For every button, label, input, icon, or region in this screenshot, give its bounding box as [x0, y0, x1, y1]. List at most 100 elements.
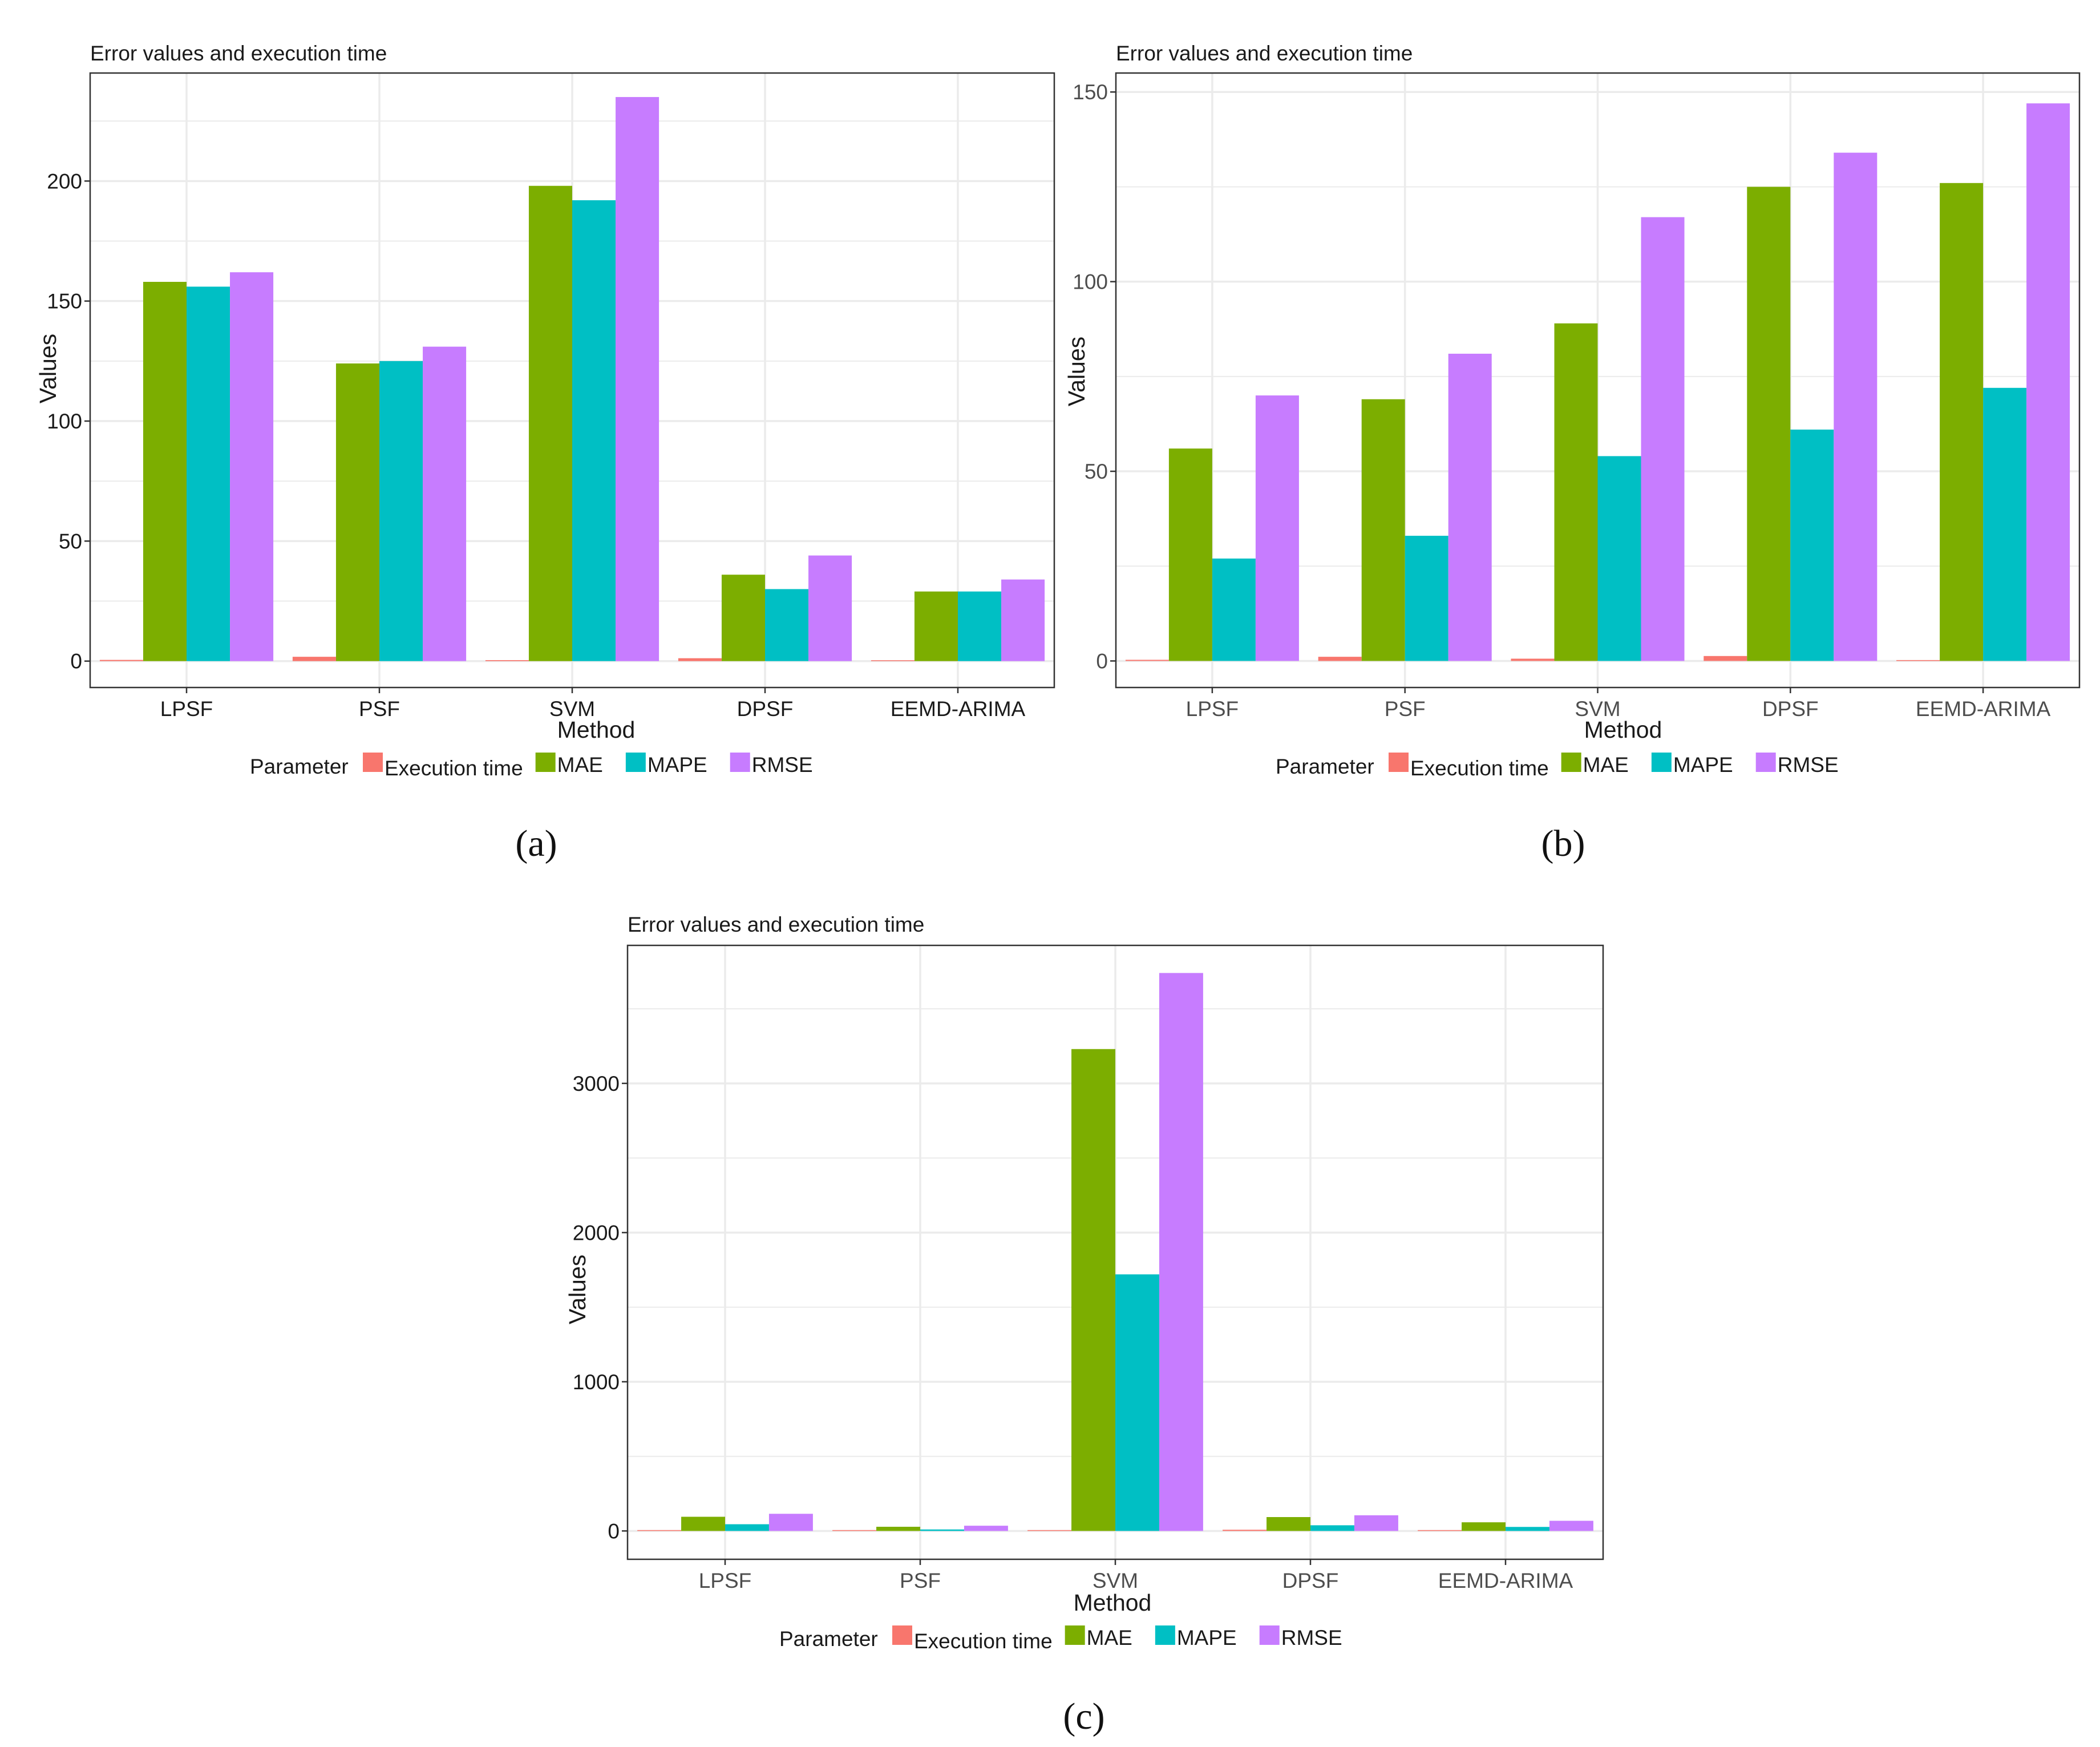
legend-label-execution-time: Execution time: [914, 1629, 1053, 1653]
y-tick-label: 100: [1073, 270, 1108, 294]
bar-execution-time-svm: [1027, 1530, 1072, 1531]
legend-title: Parameter: [779, 1627, 878, 1651]
y-tick-label: 3000: [573, 1072, 620, 1095]
bar-mae-dpsf: [721, 575, 765, 661]
y-tick-label: 100: [47, 410, 82, 433]
x-axis-label: Method: [1074, 1590, 1152, 1616]
bar-execution-time-eemd-arima: [1418, 1530, 1462, 1531]
legend-label-rmse: RMSE: [1778, 753, 1839, 777]
bar-mape-dpsf: [1790, 429, 1834, 661]
chart-a: Error values and execution time Values M…: [35, 42, 1055, 864]
subfigure-caption: (a): [515, 823, 557, 864]
bar-mae-eemd-arima: [914, 591, 958, 661]
legend-title: Parameter: [1276, 755, 1374, 778]
bar-rmse-psf: [964, 1526, 1008, 1531]
subfigure-caption: (b): [1541, 823, 1585, 864]
legend-swatch-rmse: [1259, 1625, 1280, 1645]
legend-label-mape: MAPE: [1177, 1626, 1237, 1649]
x-axis-label: Method: [557, 717, 636, 743]
y-tick-label: 150: [47, 290, 82, 313]
bar-mae-dpsf: [1747, 187, 1791, 661]
bar-mae-eemd-arima: [1940, 183, 1984, 661]
y-tick-label: 50: [1085, 460, 1108, 483]
chart-title: Error values and execution time: [1116, 42, 1413, 65]
bar-rmse-svm: [1641, 217, 1685, 661]
bar-mae-psf: [876, 1526, 920, 1531]
x-tick-label: SVM: [1575, 697, 1620, 721]
bar-execution-time-lpsf: [637, 1530, 682, 1531]
bar-mape-eemd-arima: [1983, 387, 2027, 661]
bar-rmse-dpsf: [1834, 152, 1878, 661]
bar-execution-time-psf: [292, 657, 336, 661]
legend-label-mape: MAPE: [648, 753, 707, 777]
x-tick-label: DPSF: [1282, 1569, 1339, 1592]
bar-mae-eemd-arima: [1462, 1522, 1506, 1531]
bar-mape-dpsf: [1310, 1525, 1354, 1531]
x-tick-label: SVM: [1093, 1569, 1138, 1592]
bar-execution-time-psf: [1318, 657, 1362, 661]
legend-title: Parameter: [250, 755, 349, 778]
x-tick-label: LPSF: [699, 1569, 752, 1592]
bar-rmse-psf: [1448, 353, 1492, 661]
bar-mae-lpsf: [681, 1517, 725, 1531]
bar-rmse-eemd-arima: [2026, 103, 2070, 661]
x-tick-label: PSF: [900, 1569, 941, 1592]
x-tick-label: PSF: [359, 697, 400, 721]
bar-mape-psf: [920, 1529, 964, 1531]
chart-title: Error values and execution time: [628, 913, 924, 936]
bar-execution-time-svm: [485, 660, 529, 661]
legend-swatch-mae: [1065, 1625, 1085, 1645]
legend-label-rmse: RMSE: [752, 753, 813, 777]
bar-rmse-psf: [423, 346, 467, 661]
x-tick-label: DPSF: [1762, 697, 1819, 721]
legend-swatch-rmse: [1755, 753, 1776, 772]
bar-execution-time-eemd-arima: [871, 660, 915, 661]
bar-rmse-dpsf: [808, 555, 852, 661]
bar-rmse-svm: [1159, 973, 1203, 1531]
bar-mape-psf: [379, 361, 423, 661]
subfigure-caption: (c): [1063, 1696, 1104, 1737]
y-tick-label: 150: [1073, 80, 1108, 104]
y-tick-label: 200: [47, 169, 82, 193]
x-tick-label: EEMD-ARIMA: [891, 697, 1026, 721]
bar-mape-svm: [1115, 1274, 1159, 1531]
legend-label-execution-time: Execution time: [385, 757, 523, 780]
bar-rmse-dpsf: [1354, 1515, 1398, 1531]
legend-label-execution-time: Execution time: [1410, 757, 1549, 780]
chart-b: Error values and execution time Values M…: [1063, 42, 2081, 864]
y-tick-label: 0: [1096, 649, 1108, 673]
legend-swatch-execution-time: [363, 753, 383, 772]
bar-rmse-svm: [616, 97, 659, 661]
bar-rmse-eemd-arima: [1001, 579, 1045, 661]
bar-rmse-eemd-arima: [1549, 1520, 1593, 1531]
bar-mae-svm: [1554, 323, 1598, 661]
bar-mape-lpsf: [187, 286, 230, 661]
bar-rmse-lpsf: [1255, 395, 1299, 661]
bar-mape-lpsf: [725, 1524, 769, 1531]
legend-swatch-mape: [1155, 1625, 1175, 1645]
bar-mae-dpsf: [1267, 1517, 1310, 1531]
bar-execution-time-dpsf: [678, 658, 722, 661]
legend-swatch-rmse: [730, 753, 750, 772]
bar-rmse-lpsf: [768, 1514, 813, 1531]
bar-mape-lpsf: [1212, 558, 1256, 661]
legend-label-rmse: RMSE: [1281, 1626, 1342, 1649]
bar-execution-time-psf: [832, 1530, 877, 1531]
y-tick-label: 0: [70, 650, 82, 673]
x-tick-label: LPSF: [160, 697, 213, 721]
bar-mae-psf: [1361, 399, 1405, 661]
x-tick-label: EEMD-ARIMA: [1438, 1569, 1573, 1592]
bar-rmse-lpsf: [230, 272, 274, 661]
y-axis-label: Values: [35, 334, 61, 403]
legend-swatch-execution-time: [1389, 753, 1409, 772]
bar-execution-time-lpsf: [99, 660, 143, 661]
bar-mape-eemd-arima: [1506, 1527, 1549, 1531]
y-tick-label: 0: [608, 1519, 620, 1543]
bar-mape-svm: [572, 200, 616, 661]
y-tick-label: 1000: [573, 1370, 620, 1394]
legend-swatch-mape: [1651, 753, 1672, 772]
x-tick-label: EEMD-ARIMA: [1916, 697, 2051, 721]
x-tick-label: PSF: [1385, 697, 1426, 721]
legend-label-mae: MAE: [557, 753, 603, 777]
